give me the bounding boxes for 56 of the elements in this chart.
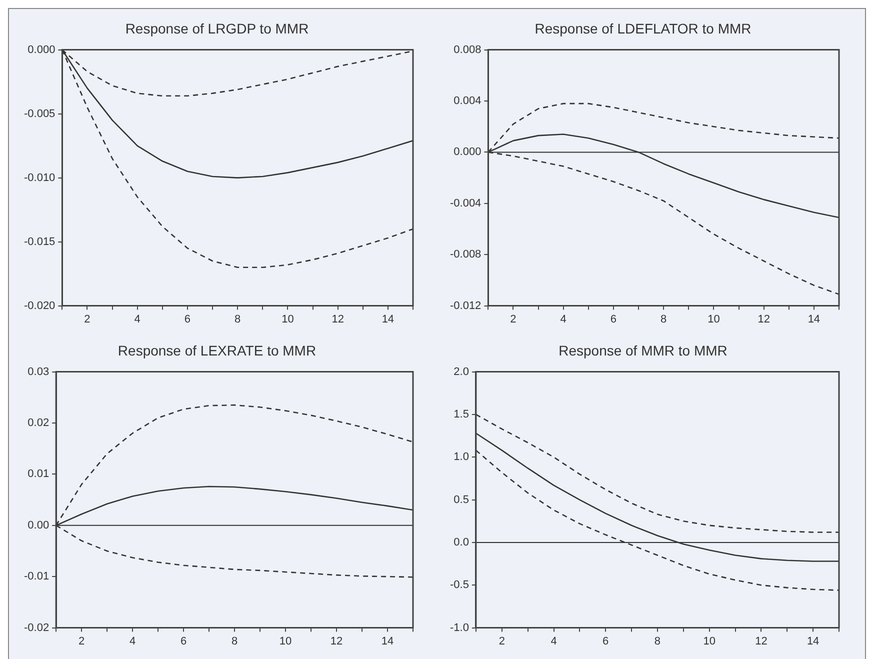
chart-title: Response of LEXRATE to MMR xyxy=(118,342,316,358)
x-tick-label: 2 xyxy=(498,635,505,648)
x-tick-label: 10 xyxy=(282,313,294,326)
y-tick-label: 0.00 xyxy=(28,519,50,532)
y-tick-label: 0.5 xyxy=(454,494,469,506)
y-tick-label: 0.004 xyxy=(454,95,482,108)
x-tick-label: 8 xyxy=(654,635,661,648)
x-tick-label: 12 xyxy=(332,313,344,326)
x-tick-label: 6 xyxy=(180,635,187,648)
chart-title: Response of LDEFLATOR to MMR xyxy=(534,20,752,36)
x-tick-label: 2 xyxy=(78,635,85,648)
x-tick-label: 4 xyxy=(550,635,557,648)
x-tick-label: 14 xyxy=(806,635,820,648)
y-tick-label: 0.02 xyxy=(28,417,50,430)
y-tick-label: 2.0 xyxy=(454,366,469,378)
x-tick-label: 12 xyxy=(330,635,343,648)
x-tick-label: 14 xyxy=(808,313,820,326)
x-tick-label: 12 xyxy=(755,635,768,648)
x-tick-label: 4 xyxy=(134,313,140,326)
x-tick-label: 14 xyxy=(381,635,394,648)
chart-title: Response of LRGDP to MMR xyxy=(125,20,309,36)
x-tick-label: 4 xyxy=(560,313,566,326)
x-tick-label: 8 xyxy=(231,635,238,648)
y-tick-label: -0.012 xyxy=(450,300,482,312)
y-tick-label: 1.0 xyxy=(454,451,469,464)
x-tick-label: 8 xyxy=(234,313,241,326)
y-tick-label: -0.004 xyxy=(450,197,482,210)
y-tick-label: 1.5 xyxy=(454,408,469,420)
y-tick-label: 0.03 xyxy=(28,366,50,378)
x-tick-label: 6 xyxy=(184,313,191,326)
x-tick-label: 6 xyxy=(610,313,617,326)
x-tick-label: 10 xyxy=(703,635,716,648)
y-tick-label: -0.010 xyxy=(24,172,56,184)
y-tick-label: -0.02 xyxy=(24,622,50,634)
x-tick-label: 8 xyxy=(660,313,667,326)
x-tick-label: 6 xyxy=(602,635,609,648)
y-tick-label: 0.0 xyxy=(454,536,469,548)
y-tick-label: 0.01 xyxy=(28,468,50,480)
x-tick-label: 10 xyxy=(279,635,292,648)
x-tick-label: 14 xyxy=(382,313,394,326)
y-tick-label: 0.000 xyxy=(454,146,482,158)
chart-title: Response of MMR to MMR xyxy=(558,342,728,358)
y-tick-label: -0.5 xyxy=(450,579,469,592)
x-tick-label: 2 xyxy=(510,313,516,326)
x-tick-label: 2 xyxy=(84,313,90,326)
x-tick-label: 10 xyxy=(708,313,720,326)
y-tick-label: -0.008 xyxy=(450,248,482,261)
x-tick-label: 12 xyxy=(758,313,770,326)
y-tick-label: -1.0 xyxy=(450,622,469,634)
y-tick-label: 0.008 xyxy=(454,44,482,56)
y-tick-label: -0.005 xyxy=(24,108,56,120)
y-tick-label: -0.015 xyxy=(24,236,56,248)
x-tick-label: 4 xyxy=(129,635,136,648)
y-tick-label: 0.000 xyxy=(28,44,56,56)
y-tick-label: -0.020 xyxy=(24,300,56,312)
y-tick-label: -0.01 xyxy=(24,570,50,583)
